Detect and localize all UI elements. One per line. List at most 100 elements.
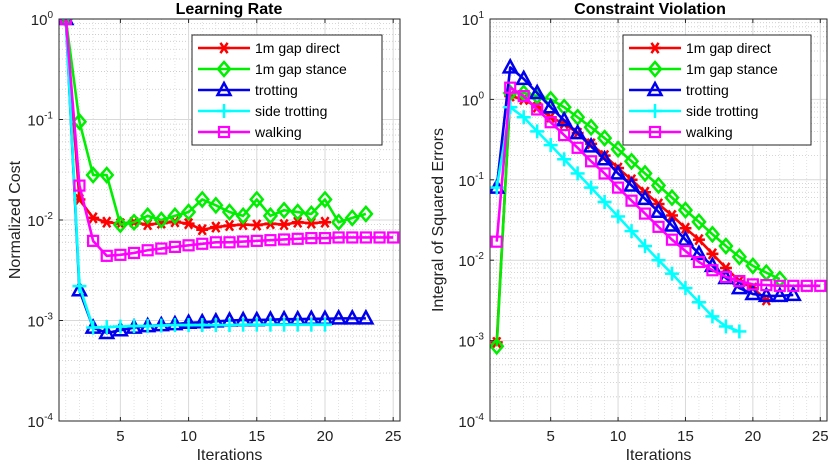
y-tick-label: 10-1 [27,111,53,130]
chart-title: Constraint Violation [574,1,726,18]
legend-marker [216,60,232,78]
data-point [209,221,222,233]
data-point [264,234,277,247]
data-point [584,180,599,195]
data-point [515,69,533,86]
data-point [357,308,375,325]
data-point [153,211,169,229]
y-tick-label: 10-3 [458,332,484,351]
data-point [597,194,612,209]
data-point [719,270,733,283]
y-tick-label: 10-2 [458,251,484,270]
data-point [664,266,679,281]
series-group [490,57,827,356]
data-point [663,215,681,232]
data-point [114,248,127,261]
data-point [625,194,638,207]
data-point [154,318,169,333]
legend-marker [648,125,662,139]
data-point [705,309,720,324]
data-point [650,176,667,195]
data-point [318,232,332,245]
data-point [814,279,827,292]
legend-label: trotting [686,82,729,98]
data-point [531,103,544,116]
series-line-walking [495,86,821,288]
data-point [278,218,291,231]
series-line-walking [64,19,394,258]
y-tick-label: 10-4 [458,412,484,431]
data-point [733,274,746,288]
legend-label: side trotting [686,103,758,119]
legend-label: walking [254,124,302,140]
data-point [373,231,386,244]
data-point [706,248,719,260]
data-point [290,317,305,332]
data-point [100,216,113,229]
data-point [346,231,359,244]
data-point [303,204,319,223]
data-point [649,202,668,219]
data-point [85,166,101,184]
data-point [652,220,665,233]
data-point [544,116,557,129]
data-point [250,219,263,231]
data-point [70,280,89,297]
data-point [155,242,168,255]
data-point [127,319,142,334]
data-point [276,201,292,220]
learning-rate-chart: 5 10 15 20 25 100 10-1 10-2 10-3 10-4 Learning Rat… [7,1,402,464]
x-tick-label: 20 [317,428,334,445]
data-point [208,318,223,333]
data-point [291,232,304,245]
data-point [490,337,505,356]
y-tick-label: 10-4 [27,412,53,431]
data-point [623,152,640,171]
data-point [317,190,333,209]
data-point [358,204,374,223]
data-point [706,264,719,277]
data-point [111,320,129,337]
data-point [732,324,747,339]
data-point [570,166,585,181]
data-point [208,196,224,215]
x-tick-label: 15 [677,428,694,445]
data-point [583,118,599,137]
data-point [622,175,641,192]
data-point [516,110,531,125]
legend-label: side trotting [255,103,327,119]
data-point [691,295,706,310]
x-tick-label: 5 [546,428,554,445]
x-tick-label: 5 [116,428,124,445]
data-point [222,318,237,333]
data-point [343,308,361,325]
data-point [72,279,87,294]
data-point [235,206,251,225]
y-tick-label: 101 [462,10,485,29]
legend-marker [217,104,231,118]
data-point [555,110,573,127]
data-point [237,235,250,248]
y-axis-label: Integral of Squared Errors [430,128,447,312]
x-axis-label: Iterations [626,447,692,464]
data-point [181,318,196,333]
data-point [71,112,88,131]
data-point [140,206,156,225]
data-point [676,230,695,246]
data-point [704,225,721,244]
data-point [638,207,652,220]
data-point [182,217,195,230]
data-point [249,317,264,332]
data-point [504,81,517,94]
data-point [86,320,101,335]
data-point [718,319,733,334]
data-point [250,234,263,247]
data-point [100,249,113,262]
y-tick-label: 100 [31,10,54,29]
data-point [731,247,748,266]
data-point [678,281,693,296]
x-tick-label: 10 [610,428,627,445]
data-point [582,136,600,153]
data-point [290,203,306,221]
data-point [744,284,762,301]
